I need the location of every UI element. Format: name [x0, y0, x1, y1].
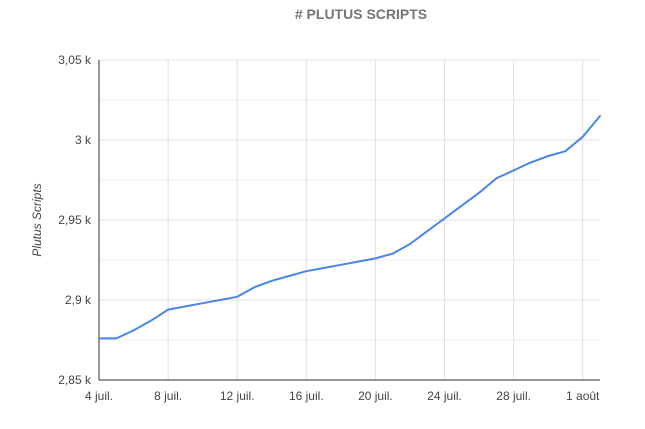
x-tick-label: 20 juil.: [358, 389, 393, 403]
series-line: [98, 115, 601, 340]
chart-title: # PLUTUS SCRIPTS: [295, 6, 427, 22]
axes: [98, 60, 600, 381]
x-tick-label: 16 juil.: [289, 389, 324, 403]
y-tick-label: 2,85 k: [58, 373, 92, 387]
x-tick-label: 8 juil.: [154, 389, 182, 403]
y-axis-label: Plutus Scripts: [30, 183, 44, 256]
y-tick-label: 2,95 k: [58, 213, 92, 227]
series-group: [98, 115, 601, 340]
grid: [99, 59, 600, 380]
y-tick-label: 3 k: [75, 133, 92, 147]
x-tick-label: 12 juil.: [220, 389, 255, 403]
x-tick-label: 28 juil.: [496, 389, 531, 403]
y-tick-label: 3,05 k: [58, 53, 92, 67]
x-tick-label: 4 juil.: [85, 389, 113, 403]
x-tick-label: 24 juil.: [427, 389, 462, 403]
y-axis-ticks: 2,85 k 2,9 k 2,95 k 3 k 3,05 k: [58, 53, 92, 387]
y-tick-label: 2,9 k: [65, 293, 92, 307]
x-tick-label: 1 août: [566, 389, 600, 403]
x-axis-ticks: 4 juil. 8 juil. 12 juil. 16 juil. 20 juil. 24…: [85, 389, 600, 403]
